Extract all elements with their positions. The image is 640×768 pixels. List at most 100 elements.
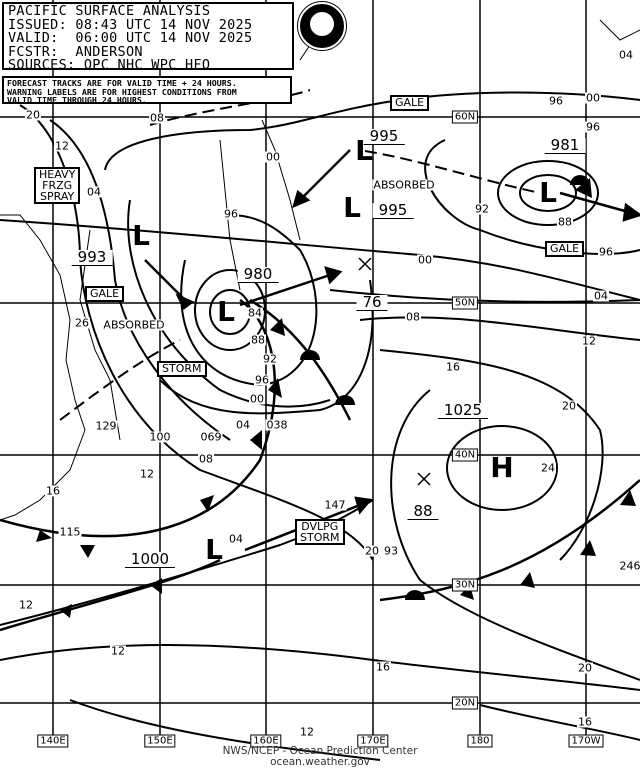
isobar-label: 88: [250, 333, 266, 347]
isobar-label: 20: [364, 544, 380, 558]
isobar-label: 20: [561, 399, 577, 413]
notice-line: VALID TIME THROUGH 24 HOURS.: [7, 95, 147, 105]
isobar-label: 00: [249, 392, 265, 406]
map-title: PACIFIC SURFACE ANALYSIS: [8, 3, 211, 19]
latitude-label: 30N: [451, 578, 479, 592]
warning-gale: GALE: [545, 241, 585, 257]
isobar-label: 04: [618, 48, 634, 62]
latitude-label: 20N: [451, 696, 479, 710]
warning-gale: GALE: [390, 95, 430, 111]
troughs: [59, 89, 541, 421]
isobar-label: 12: [54, 139, 70, 153]
isobar-label: 92: [262, 352, 278, 366]
low-center: L: [343, 191, 361, 224]
isobar-label: 96: [254, 373, 270, 387]
isobar-label: 246: [618, 559, 640, 573]
isobar-label: 00: [417, 253, 433, 267]
longitude-label: 180: [467, 734, 493, 748]
isobar-label: 92: [474, 202, 490, 216]
isobar-label: 96: [585, 120, 601, 134]
sources: SOURCES: OPC NHC WPC HFO: [8, 57, 211, 73]
low-center: L: [205, 533, 223, 566]
isobar-label: 96: [548, 94, 564, 108]
longitude-label: 160E: [250, 734, 282, 748]
central-pressure: 1025: [437, 403, 489, 419]
isobar-label: 12: [18, 598, 34, 612]
isobar-label: 26: [74, 316, 90, 330]
isobar-label: 100: [148, 430, 172, 444]
header-panel: PACIFIC SURFACE ANALYSIS ISSUED: 08:43 UT…: [2, 2, 294, 73]
isobar-label: 12: [110, 644, 126, 658]
valid-time: VALID: 06:00 UTC 14 NOV 2025: [8, 30, 253, 46]
low-center: L: [539, 176, 557, 209]
isobar-label: 88: [557, 215, 573, 229]
longitude-label: 150E: [144, 734, 176, 748]
central-pressure: 993: [71, 250, 113, 266]
warning-heavy-freezing-spray: HEAVY FRZG SPRAY: [34, 167, 81, 204]
isobar-label: 93: [383, 544, 399, 558]
isobar-label: 038: [265, 418, 289, 432]
warning-storm: STORM: [157, 361, 207, 377]
isobar-label: 16: [375, 660, 391, 674]
issued-time: ISSUED: 08:43 UTC 14 NOV 2025: [8, 16, 253, 33]
warning-gale: GALE: [85, 286, 125, 302]
isobar-label: 96: [598, 245, 614, 259]
forecast-track-arrows: [144, 149, 640, 552]
latitude-label: 50N: [451, 296, 479, 310]
isobar-label: 24: [540, 461, 556, 475]
central-pressure: 76: [356, 295, 388, 311]
isobar-label: 08: [198, 452, 214, 466]
isobar-label: 84: [247, 306, 263, 320]
isobar-label: 04: [235, 418, 251, 432]
warning-developing-storm: DVLPG STORM: [295, 519, 345, 545]
status-absorbed: ABSORBED: [102, 318, 166, 332]
isobar-label: 00: [585, 91, 601, 105]
isobar-label: 20: [25, 108, 41, 122]
longitude-label: 140E: [37, 734, 69, 748]
isobar-label: 16: [577, 715, 593, 729]
isobar-label: 12: [581, 334, 597, 348]
isobar-label: 00: [265, 150, 281, 164]
longitude-label: 170E: [357, 734, 389, 748]
isobar-label: 115: [58, 525, 82, 539]
isobar-label: 147: [323, 498, 347, 512]
isobar-label: 12: [139, 467, 155, 481]
footer-url: ocean.weather.gov: [270, 756, 370, 768]
central-pressure: 995: [363, 129, 405, 145]
central-pressure: 1000: [124, 552, 176, 568]
isobar-label: 12: [299, 725, 315, 739]
forecaster: FCSTR: ANDERSON: [8, 43, 143, 60]
latitude-label: 60N: [451, 110, 479, 124]
front-symbols: [36, 175, 636, 618]
isobar-label: 96: [223, 207, 239, 221]
isobar-label: 20: [577, 661, 593, 675]
central-pressure: 981: [544, 138, 586, 154]
isobar-label: 16: [45, 484, 61, 498]
position-marks: [358, 257, 431, 486]
forecast-notice: FORECAST TRACKS ARE FOR VALID TIME + 24 …: [2, 76, 292, 104]
isobar-label: 04: [228, 532, 244, 546]
low-center: L: [132, 219, 150, 252]
isobar-label: 069: [199, 430, 223, 444]
central-pressure: 88: [407, 504, 439, 520]
isobar-label: 08: [405, 310, 421, 324]
notice-line: FORECAST TRACKS ARE FOR VALID TIME + 24 …: [7, 78, 237, 88]
central-pressure: 980: [237, 267, 279, 283]
notice-line: WARNING LABELS ARE FOR HIGHEST CONDITION…: [7, 86, 237, 97]
low-center: L: [217, 295, 235, 328]
footer-credit: NWS/NCEP - Ocean Prediction Center: [222, 745, 418, 757]
isobar-label: 04: [593, 289, 609, 303]
status-absorbed: ABSORBED: [372, 178, 436, 192]
isobar-label: 16: [445, 360, 461, 374]
latitude-label: 40N: [451, 448, 479, 462]
noaa-logo: [298, 2, 346, 50]
central-pressure: 995: [372, 203, 414, 219]
isobar-label: 08: [149, 111, 165, 125]
high-center: H: [490, 451, 514, 484]
isobars: [0, 91, 640, 761]
isobar-label: 04: [86, 185, 102, 199]
longitude-label: 170W: [568, 734, 604, 748]
isobar-label: 129: [94, 419, 118, 433]
